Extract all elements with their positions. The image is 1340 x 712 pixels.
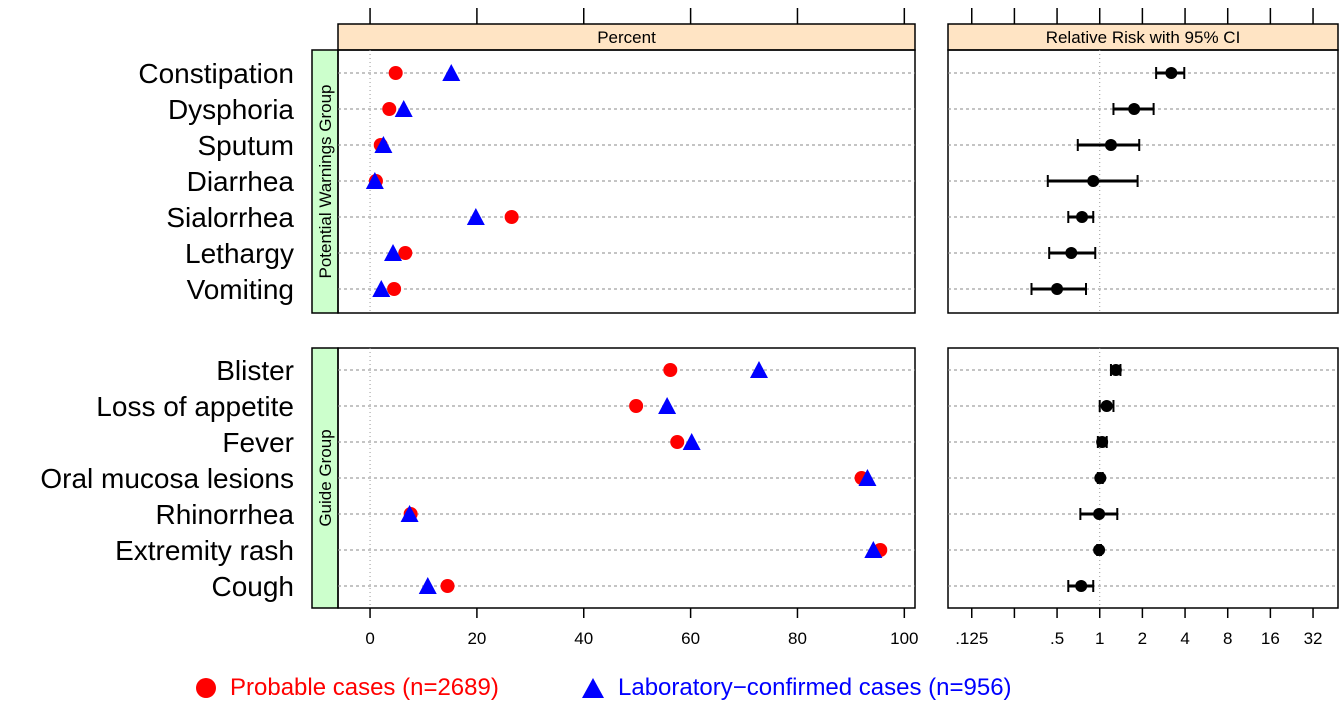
- rr-x-tick-label: 8: [1223, 629, 1232, 648]
- rr-point: [1128, 103, 1141, 115]
- probable-point: [504, 210, 519, 224]
- rr-point: [1094, 472, 1107, 484]
- probable-point: [387, 282, 402, 296]
- rr-point: [1087, 175, 1100, 187]
- rr-x-tick-label: 16: [1261, 629, 1280, 648]
- strip-percent: [337, 23, 916, 51]
- strip-percent-title: Percent: [597, 28, 656, 47]
- rr-point: [1051, 283, 1064, 295]
- rr-point: [1076, 211, 1089, 223]
- panel-strip-label: Guide Group: [316, 429, 335, 526]
- rr-x-tick-label: .125: [955, 629, 988, 648]
- rr-point: [1093, 508, 1106, 520]
- percent-x-tick-label: 100: [890, 629, 918, 648]
- confirmed-point: [418, 577, 437, 594]
- legend-item-confirmed: Laboratory−confirmed cases (n=956): [582, 668, 1012, 708]
- probable-point: [670, 435, 685, 449]
- category-label: Fever: [222, 427, 294, 458]
- rr-x-tick-label: .5: [1050, 629, 1064, 648]
- probable-point: [663, 363, 678, 377]
- rr-x-tick-label: 32: [1304, 629, 1323, 648]
- probable-point: [382, 102, 397, 116]
- rr-x-tick-label: 2: [1138, 629, 1147, 648]
- probable-point: [440, 579, 455, 593]
- rr-point: [1104, 139, 1117, 151]
- category-label: Lethargy: [185, 238, 294, 269]
- percent-x-tick-label: 40: [574, 629, 593, 648]
- probable-point: [629, 399, 644, 413]
- category-label: Sputum: [198, 130, 295, 161]
- category-label: Blister: [216, 355, 294, 386]
- rr-point: [1109, 364, 1122, 376]
- category-label: Constipation: [138, 58, 294, 89]
- rr-point: [1093, 544, 1106, 556]
- confirmed-point: [658, 397, 677, 414]
- probable-point: [398, 246, 413, 260]
- confirmed-point: [384, 244, 403, 261]
- percent-x-tick-label: 0: [365, 629, 374, 648]
- legend-item-probable: Probable cases (n=2689): [196, 668, 499, 708]
- category-label: Loss of appetite: [96, 391, 294, 422]
- category-label: Extremity rash: [115, 535, 294, 566]
- panel-strip-label: Potential Warnings Group: [316, 84, 335, 278]
- rr-x-tick-label: 4: [1180, 629, 1189, 648]
- confirmed-point: [394, 100, 413, 117]
- category-label: Cough: [211, 571, 294, 602]
- percent-x-tick-label: 60: [681, 629, 700, 648]
- confirmed-point: [374, 136, 393, 153]
- strip-rr: [947, 23, 1339, 51]
- legend-label-probable: Probable cases (n=2689): [230, 674, 499, 701]
- panel-strip-1: [311, 347, 339, 609]
- percent-x-tick-label: 20: [467, 629, 486, 648]
- confirmed-point: [749, 361, 768, 378]
- confirmed-point: [400, 505, 419, 522]
- legend: Probable cases (n=2689) Laboratory−confi…: [0, 668, 1340, 708]
- strip-rr-title: Relative Risk with 95% CI: [1046, 28, 1241, 47]
- category-label: Oral mucosa lesions: [40, 463, 294, 494]
- category-label: Diarrhea: [187, 166, 295, 197]
- legend-marker-confirmed: [582, 678, 604, 698]
- rr-point: [1065, 247, 1078, 259]
- category-label: Sialorrhea: [166, 202, 294, 233]
- rr-point: [1096, 436, 1109, 448]
- rr-point: [1075, 580, 1088, 592]
- confirmed-point: [864, 541, 883, 558]
- category-label: Dysphoria: [168, 94, 294, 125]
- confirmed-point: [466, 208, 485, 225]
- panel-strip-0: [311, 49, 339, 314]
- confirmed-point: [372, 280, 391, 297]
- confirmed-point: [858, 469, 877, 486]
- rr-x-tick-label: 1: [1095, 629, 1104, 648]
- percent-x-tick-label: 80: [788, 629, 807, 648]
- rr-point: [1165, 67, 1178, 79]
- legend-marker-probable: [196, 678, 216, 698]
- category-label: Vomiting: [187, 274, 294, 305]
- probable-point: [388, 66, 403, 80]
- category-label: Rhinorrhea: [155, 499, 294, 530]
- confirmed-point: [365, 172, 384, 189]
- confirmed-point: [442, 64, 461, 81]
- legend-label-confirmed: Laboratory−confirmed cases (n=956): [618, 674, 1012, 701]
- rr-point: [1100, 400, 1113, 412]
- confirmed-point: [682, 433, 701, 450]
